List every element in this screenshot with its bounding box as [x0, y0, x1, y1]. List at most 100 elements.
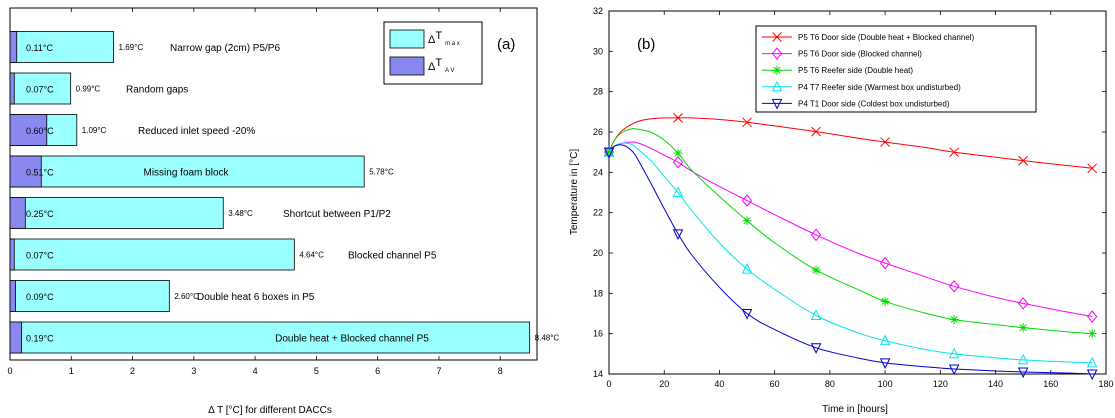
bar-av-5: [9, 238, 15, 271]
panel-a-bars: 0.11°C 1.69°C 0.07°C 0.99°C 0.60°C 1.09°C 0.51…: [9, 31, 560, 354]
x-tick-label-b-9: 180: [1098, 379, 1113, 389]
bar-av-label-5: 0.07°C: [26, 251, 54, 261]
bar-av-0: [9, 31, 18, 63]
series-marker-1-4: [948, 279, 960, 293]
series-marker-3-5: [1017, 353, 1029, 365]
y-tick-label-b-8: 30: [593, 46, 603, 56]
panel-a-legend: ΔTm a x ΔTA V: [383, 21, 483, 85]
series-marker-2-6: [1087, 329, 1097, 339]
bar-max-4: [9, 197, 224, 229]
panel-b-legend: P5 T6 Door side (Double heat + Blocked c…: [755, 25, 1037, 113]
series-line-4: [608, 144, 1093, 375]
bar-category-label-4: Shortcut between P1/P2: [283, 209, 391, 220]
y-tick-label-b-9: 32: [593, 6, 603, 16]
bar-av-7: [9, 321, 23, 354]
series-marker-3-6: [1086, 356, 1098, 368]
panel-a-x-ticks: 0 1 2 3 4 5 6 7 8: [7, 8, 503, 376]
legend-label-4: P4 T1 Door side (Coldest box undisturbed…: [798, 99, 950, 108]
panel-a-x-axis-label: Δ T [°C] for different DACCs: [208, 405, 332, 416]
bar-max-label-5: 4.64°C: [299, 251, 324, 260]
legend-marker-0: [772, 32, 782, 42]
series-marker-0-6: [1087, 163, 1098, 174]
series-marker-4-5: [1017, 367, 1029, 379]
x-tick-label-b-7: 140: [988, 379, 1003, 389]
bar-av-6: [9, 280, 16, 312]
series-marker-0-4: [949, 147, 959, 158]
x-tick-label-b-2: 40: [714, 379, 724, 389]
bar-category-label-2: Reduced inlet speed -20%: [138, 126, 255, 137]
x-tick-label-a-7: 7: [436, 366, 441, 376]
series-line-0: [608, 117, 1093, 169]
bar-category-label-3: Missing foam block: [143, 168, 229, 179]
series-marker-3-2: [810, 309, 822, 321]
panel-b-ticks: 0 20 40 60 80 100 120 140 160 180 14 16 18 20 22 24 26 28…: [593, 6, 1114, 389]
bar-max-label-4: 3.48°C: [228, 209, 253, 218]
series-marker-3-3: [879, 334, 891, 346]
bar-max-label-7: 8.48°C: [535, 334, 560, 343]
bar-av-label-3: 0.51°C: [26, 168, 54, 178]
y-tick-label-b-4: 22: [593, 208, 603, 218]
y-tick-label-b-6: 26: [593, 127, 603, 137]
x-tick-label-b-0: 0: [606, 379, 611, 389]
x-tick-label-a-3: 3: [191, 366, 196, 376]
bar-max-6: [9, 280, 170, 312]
bar-max-label-2: 1.09°C: [82, 126, 107, 135]
series-marker-0-0: [673, 113, 683, 123]
y-tick-label-b-5: 24: [593, 167, 603, 177]
bar-category-label-6: Double heat 6 boxes in P5: [197, 292, 315, 303]
bar-category-label-1: Random gaps: [126, 85, 188, 96]
series-marker-3-4: [948, 347, 960, 359]
series-line-1: [608, 141, 1093, 317]
bar-av-1: [9, 72, 15, 105]
bar-max-1: [9, 72, 72, 105]
bar-category-label-0: Narrow gap (2cm) P5/P6: [170, 43, 280, 54]
bar-av-label-7: 0.19°C: [26, 334, 54, 344]
panel-b: 0 20 40 60 80 100 120 140 160 180 14 16 18 20 22 24 26 28…: [569, 6, 1114, 415]
x-tick-label-b-6: 120: [933, 379, 948, 389]
bar-max-label-3: 5.78°C: [369, 168, 394, 177]
series-marker-0-2: [811, 126, 821, 137]
bar-av-label-1: 0.07°C: [26, 85, 54, 95]
bar-av-label-2: 0.60°C: [26, 126, 54, 136]
legend-label-2: P5 T6 Reefer side (Double heat): [798, 66, 913, 75]
bar-av-label-6: 0.09°C: [26, 292, 54, 302]
legend-marker-2: [772, 65, 782, 75]
series-start-marker-2: [604, 147, 614, 157]
x-tick-label-a-4: 4: [253, 366, 258, 376]
legend-swatch-dt-av: [389, 56, 425, 76]
series-marker-4-0: [672, 229, 684, 240]
bar-max-3: [9, 155, 365, 188]
series-marker-4-4: [948, 364, 960, 376]
series-marker-0-3: [880, 137, 890, 147]
series-marker-2-4: [949, 315, 959, 325]
bar-av-label-4: 0.25°C: [26, 209, 54, 219]
series-marker-1-3: [879, 256, 891, 270]
bar-av-3: [9, 155, 42, 188]
x-tick-label-a-6: 6: [375, 366, 380, 376]
legend-marker-4: [771, 98, 783, 110]
panel-b-x-axis-label: Time in [hours]: [822, 404, 888, 415]
legend-label-3: P4 T7 Reefer side (Warmest box undisturb…: [798, 83, 961, 92]
series-marker-3-1: [741, 263, 753, 274]
y-tick-label-b-0: 14: [593, 369, 603, 379]
series-marker-2-2: [811, 265, 821, 275]
legend-label-1: P5 T6 Door side (Blocked channel): [798, 50, 922, 59]
bar-max-label-1: 0.99°C: [76, 85, 101, 94]
bar-av-4: [9, 197, 26, 229]
series-marker-4-2: [810, 343, 822, 354]
series-marker-2-1: [742, 216, 752, 226]
series-marker-1-6: [1087, 310, 1098, 323]
bar-max-0: [9, 31, 114, 63]
series-start-marker-4: [603, 147, 615, 159]
x-tick-label-b-5: 100: [878, 379, 893, 389]
panel-a: 0.11°C 1.69°C 0.07°C 0.99°C 0.60°C 1.09°C 0.51…: [7, 7, 560, 416]
x-tick-label-a-1: 1: [69, 366, 74, 376]
x-tick-label-b-4: 80: [825, 379, 835, 389]
legend-label-0: P5 T6 Door side (Double heat + Blocked c…: [798, 33, 975, 42]
bar-av-2: [9, 114, 48, 146]
x-tick-label-a-5: 5: [314, 366, 319, 376]
y-tick-label-b-2: 18: [593, 288, 603, 298]
y-tick-label-b-1: 16: [593, 329, 603, 339]
legend-marker-3: [771, 80, 783, 92]
